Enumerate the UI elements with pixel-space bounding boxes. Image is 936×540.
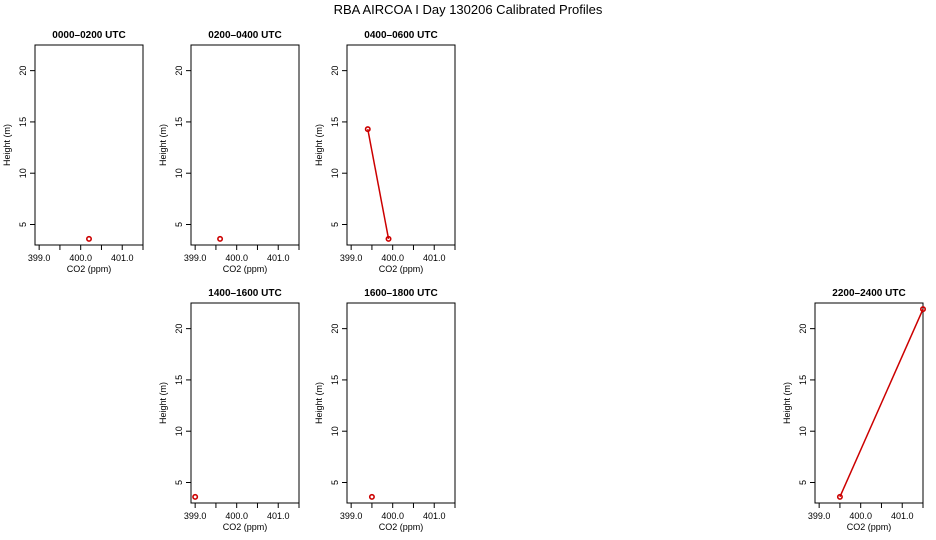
profile-panel: 2200–2400 UTC 399.0 400.0 401.0 5 10 15 20 CO2 (… (782, 288, 926, 532)
y-tick-label: 10 (330, 426, 340, 436)
x-axis-label: CO2 (ppm) (379, 264, 424, 274)
x-tick-label: 401.0 (111, 253, 134, 263)
profile-panel: 0400–0600 UTC 399.0 400.0 401.0 5 10 15 20 CO2 (… (314, 30, 456, 274)
plot-frame (34, 44, 144, 246)
panels: 0000–0200 UTC 399.0 400.0 401.0 5 10 15 20 CO2 (… (2, 30, 926, 532)
plot-frame (190, 44, 300, 246)
x-tick-label: 401.0 (423, 511, 446, 521)
profile-panel: 0000–0200 UTC 399.0 400.0 401.0 5 10 15 20 CO2 (… (2, 30, 144, 274)
y-tick-label: 5 (174, 480, 184, 485)
plot-frame (346, 302, 456, 504)
panel-title: 0200–0400 UTC (208, 30, 281, 41)
x-axis-label: CO2 (ppm) (379, 522, 424, 532)
x-tick-label: 400.0 (69, 253, 92, 263)
y-tick-label: 15 (330, 375, 340, 385)
y-axis-label: Height (m) (314, 382, 324, 424)
x-tick-label: 400.0 (849, 511, 872, 521)
y-tick-label: 5 (330, 480, 340, 485)
profile-line (839, 308, 924, 498)
x-tick-label: 401.0 (267, 511, 290, 521)
data-point (836, 493, 843, 500)
y-tick-label: 10 (330, 168, 340, 178)
x-tick-label: 400.0 (225, 253, 248, 263)
y-tick-label: 10 (798, 426, 808, 436)
y-tick-label: 15 (798, 375, 808, 385)
data-point (86, 235, 93, 242)
data-point (364, 126, 371, 133)
x-tick-label: 399.0 (184, 253, 207, 263)
y-axis-label: Height (m) (158, 382, 168, 424)
x-tick-label: 399.0 (184, 511, 207, 521)
panel-title: 2200–2400 UTC (832, 288, 905, 299)
y-tick-label: 15 (330, 117, 340, 127)
data-point (192, 493, 199, 500)
x-axis-label: CO2 (ppm) (67, 264, 112, 274)
y-tick-label: 20 (174, 66, 184, 76)
y-tick-label: 20 (174, 324, 184, 334)
x-tick-label: 399.0 (28, 253, 51, 263)
profile-panel: 1400–1600 UTC 399.0 400.0 401.0 5 10 15 20 CO2 (… (158, 288, 300, 532)
x-tick-label: 401.0 (267, 253, 290, 263)
y-axis-label: Height (m) (314, 124, 324, 166)
y-tick-label: 5 (18, 222, 28, 227)
plot-frame (346, 44, 456, 246)
data-point (368, 493, 375, 500)
y-tick-label: 20 (330, 66, 340, 76)
x-tick-label: 401.0 (891, 511, 914, 521)
y-tick-label: 10 (18, 168, 28, 178)
panel-title: 0000–0200 UTC (52, 30, 125, 41)
profile-panel: 0200–0400 UTC 399.0 400.0 401.0 5 10 15 20 CO2 (… (158, 30, 300, 274)
plot-frame (190, 302, 300, 504)
panel-title: 1400–1600 UTC (208, 288, 281, 299)
y-tick-label: 5 (174, 222, 184, 227)
y-tick-label: 20 (18, 66, 28, 76)
y-tick-label: 15 (174, 117, 184, 127)
profile-panel: 1600–1800 UTC 399.0 400.0 401.0 5 10 15 20 CO2 (… (314, 288, 456, 532)
data-point (217, 235, 224, 242)
x-axis-label: CO2 (ppm) (223, 522, 268, 532)
profile-line (367, 128, 390, 239)
x-tick-label: 399.0 (340, 511, 363, 521)
data-point (385, 235, 392, 242)
x-axis-label: CO2 (ppm) (847, 522, 892, 532)
y-tick-label: 20 (330, 324, 340, 334)
y-tick-label: 5 (798, 480, 808, 485)
y-tick-label: 20 (798, 324, 808, 334)
panel-title: 0400–0600 UTC (364, 30, 437, 41)
y-axis-label: Height (m) (2, 124, 12, 166)
y-tick-label: 10 (174, 168, 184, 178)
x-tick-label: 399.0 (808, 511, 831, 521)
y-axis-label: Height (m) (158, 124, 168, 166)
x-axis-label: CO2 (ppm) (223, 264, 268, 274)
y-tick-label: 15 (174, 375, 184, 385)
panel-title: 1600–1800 UTC (364, 288, 437, 299)
y-tick-label: 10 (174, 426, 184, 436)
y-tick-label: 5 (330, 222, 340, 227)
x-tick-label: 399.0 (340, 253, 363, 263)
y-tick-label: 15 (18, 117, 28, 127)
x-tick-label: 400.0 (225, 511, 248, 521)
y-axis-label: Height (m) (782, 382, 792, 424)
x-tick-label: 400.0 (381, 511, 404, 521)
data-point (919, 306, 926, 313)
figure-title: RBA AIRCOA I Day 130206 Calibrated Profi… (334, 2, 603, 17)
x-tick-label: 401.0 (423, 253, 446, 263)
x-tick-label: 400.0 (381, 253, 404, 263)
plot-frame (814, 302, 924, 504)
